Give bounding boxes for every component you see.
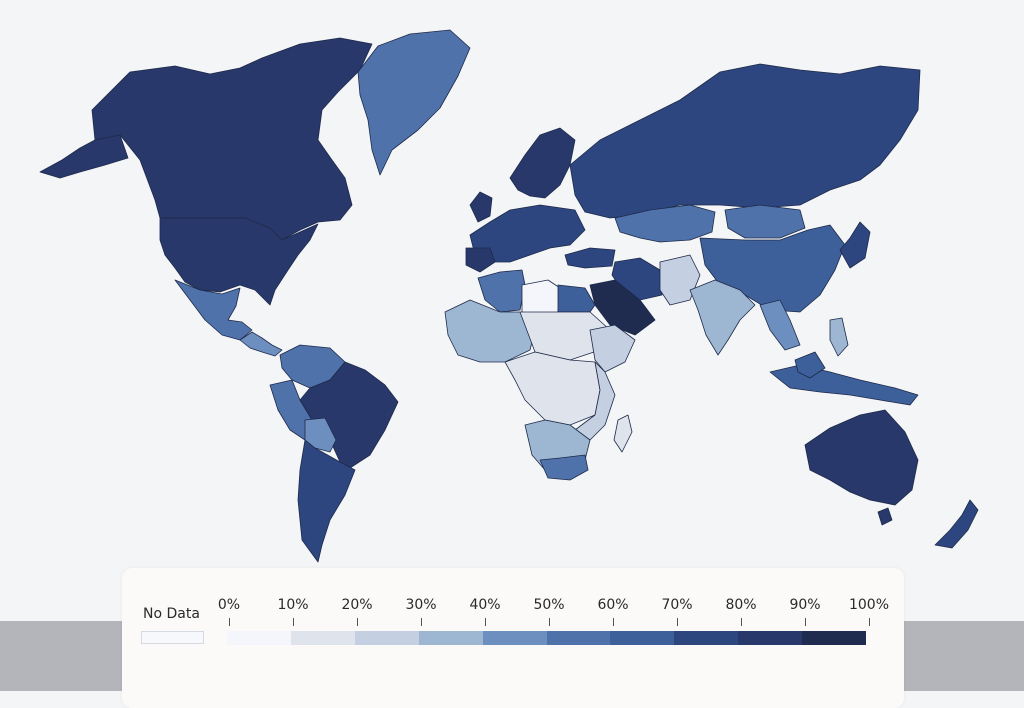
country-australia[interactable] [804,409,919,506]
country-iberia[interactable] [465,247,496,273]
legend-bin-7 [674,631,739,645]
country-indonesia[interactable] [769,364,919,406]
country-alaska[interactable] [39,134,129,179]
legend-bin-9 [802,631,867,645]
legend-bin-4 [482,631,547,645]
country-russia[interactable] [569,63,921,219]
country-south-africa[interactable] [539,454,589,481]
legend-tick-mark [292,618,294,626]
no-data-label: No Data [143,606,200,622]
country-mongolia[interactable] [724,204,806,239]
legend-bin-8 [738,631,803,645]
country-mexico[interactable] [174,279,253,341]
country-madagascar[interactable] [613,414,633,453]
country-southeast-asia[interactable] [759,299,801,351]
legend-tick-mark [676,618,678,626]
legend-bin-1 [290,631,355,645]
legend-bin-2 [354,631,419,645]
legend-color-scale [227,631,867,645]
country-central-africa[interactable] [504,351,601,426]
legend-tick-label: 60% [597,597,629,613]
legend-tick-mark [868,618,870,626]
legend-tick-label: 70% [661,597,693,613]
legend-tick-mark [740,618,742,626]
legend-tick-mark [548,618,550,626]
legend-tick-label: 80% [725,597,757,613]
legend-tick-label: 10% [277,597,309,613]
legend-tick-label: 0% [217,597,241,613]
country-horn-of-africa[interactable] [589,324,636,373]
world-choropleth-map [39,29,979,563]
legend-tick-mark [356,618,358,626]
country-usa[interactable] [159,217,319,306]
country-afghanistan-pakistan[interactable] [659,254,701,306]
legend-tick-mark [420,618,422,626]
country-scandinavia[interactable] [509,127,576,199]
country-new-zealand[interactable] [934,499,979,549]
legend-tick-label: 40% [469,597,501,613]
legend-bin-3 [418,631,483,645]
legend-tick-label: 30% [405,597,437,613]
legend-bin-0 [227,631,291,645]
legend-tick-mark [804,618,806,626]
country-canada[interactable] [91,37,373,241]
legend-tick-label: 50% [533,597,565,613]
legend-tick-label: 100% [848,597,890,613]
country-saudi-arabia[interactable] [589,279,656,336]
country-central-america[interactable] [239,331,283,357]
country-korea-japan[interactable] [839,221,871,269]
legend-tick-label: 90% [789,597,821,613]
country-turkey[interactable] [564,247,616,269]
country-greenland[interactable] [357,29,471,176]
country-philippines[interactable] [829,317,849,357]
country-malaysia[interactable] [794,351,826,379]
legend-tick-mark [228,618,230,626]
country-tasmania[interactable] [877,507,893,526]
country-egypt[interactable] [557,284,596,313]
no-data-swatch [141,631,204,644]
legend-tick-label: 20% [341,597,373,613]
legend-tick-mark [612,618,614,626]
legend-tick-mark [484,618,486,626]
country-kazakhstan[interactable] [614,204,716,243]
country-uk[interactable] [469,191,493,223]
legend-bin-6 [610,631,675,645]
country-argentina-chile[interactable] [297,439,356,563]
country-west-africa[interactable] [444,299,536,363]
legend-bin-5 [546,631,611,645]
country-india[interactable] [689,279,756,356]
